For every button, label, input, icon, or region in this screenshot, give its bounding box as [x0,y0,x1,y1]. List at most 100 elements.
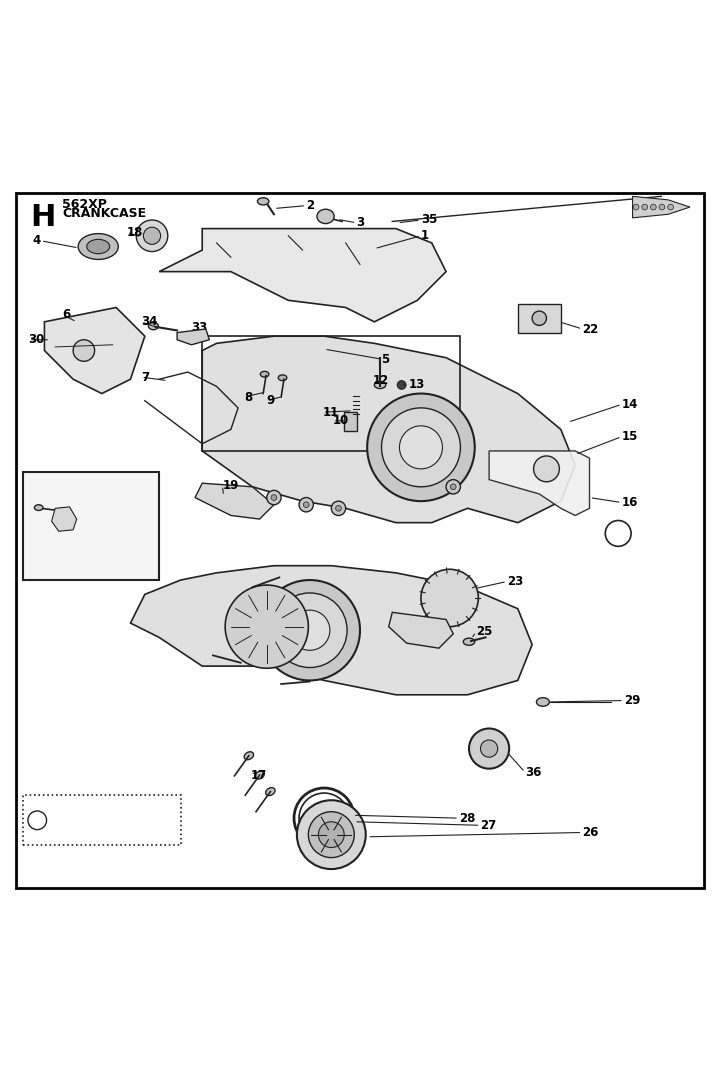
Polygon shape [633,197,690,218]
Bar [23,795,181,845]
Text: 15: 15 [622,430,638,444]
Circle shape [336,506,341,511]
Circle shape [143,228,161,245]
Circle shape [289,610,330,651]
Ellipse shape [266,787,275,796]
Circle shape [267,491,281,505]
Text: 13: 13 [409,378,425,391]
Circle shape [28,811,47,829]
Text: 33: 33 [192,321,207,334]
Polygon shape [105,503,152,517]
Text: 35: 35 [421,214,437,227]
Text: 6: 6 [63,308,71,321]
Ellipse shape [148,322,158,330]
Text: 31: 31 [63,809,78,822]
Polygon shape [389,612,453,649]
Polygon shape [202,336,575,523]
Circle shape [650,204,656,209]
Polygon shape [52,507,77,532]
Polygon shape [195,483,274,519]
Ellipse shape [463,638,474,645]
Circle shape [659,204,665,209]
Bar [518,304,561,333]
Text: 30: 30 [29,333,45,346]
Circle shape [367,393,474,502]
Circle shape [260,580,360,681]
Text: 1: 1 [421,229,429,243]
Text: A: A [34,815,41,825]
Text: 25: 25 [476,625,492,638]
Polygon shape [45,307,145,393]
Bar [202,336,460,451]
Circle shape [225,585,308,668]
Text: 22: 22 [582,322,598,335]
Ellipse shape [317,209,334,223]
Ellipse shape [536,698,549,707]
Circle shape [331,502,346,516]
Text: 27: 27 [480,818,497,832]
Text: CRANKCASE: CRANKCASE [63,207,146,220]
Circle shape [400,425,443,469]
Text: 3: 3 [356,216,364,230]
Text: 29: 29 [624,694,640,707]
Ellipse shape [244,752,253,759]
Ellipse shape [55,484,66,492]
Circle shape [534,456,559,482]
Text: 20: 20 [110,498,127,511]
Text: 28: 28 [459,812,475,825]
Circle shape [382,408,460,487]
Circle shape [421,569,478,626]
Text: 21: 21 [43,482,59,495]
Polygon shape [489,451,590,516]
Text: 17: 17 [251,769,267,782]
Circle shape [634,204,639,209]
Circle shape [272,593,347,668]
Circle shape [318,822,344,847]
Text: 16: 16 [622,496,638,509]
Text: 32: 32 [70,555,86,568]
Circle shape [299,497,313,512]
Text: 12: 12 [373,374,390,387]
Text: 19: 19 [222,479,238,492]
Circle shape [606,521,631,547]
Text: 9: 9 [267,394,275,407]
Ellipse shape [255,771,264,779]
Text: 24: 24 [423,616,439,629]
Ellipse shape [261,372,269,377]
Circle shape [480,740,498,757]
Circle shape [469,728,509,769]
Text: 26: 26 [582,826,599,839]
Text: 14: 14 [622,397,638,411]
Text: 10: 10 [333,415,349,427]
Circle shape [667,204,673,209]
Circle shape [303,502,309,508]
Ellipse shape [86,240,109,253]
Circle shape [271,495,276,500]
Ellipse shape [278,375,287,380]
Text: A: A [614,528,623,538]
Text: 7: 7 [141,371,149,383]
Circle shape [446,480,460,494]
Ellipse shape [78,234,118,260]
Text: 4: 4 [32,234,41,247]
Bar [23,473,159,580]
Ellipse shape [258,198,269,205]
Text: 2: 2 [306,199,315,213]
Circle shape [532,311,546,325]
Polygon shape [130,566,532,695]
Circle shape [397,380,406,389]
Bar [344,412,357,431]
Circle shape [73,339,94,361]
Text: H: H [30,203,55,232]
Text: 562XP: 562XP [63,199,107,212]
Polygon shape [159,229,446,322]
Text: 11: 11 [323,406,339,419]
Circle shape [136,220,168,251]
Text: 34: 34 [141,316,158,329]
Polygon shape [177,329,210,345]
Circle shape [308,812,354,858]
Circle shape [297,800,366,869]
Text: 23: 23 [507,575,523,587]
Text: 36: 36 [525,766,541,779]
Text: 8: 8 [244,391,252,404]
